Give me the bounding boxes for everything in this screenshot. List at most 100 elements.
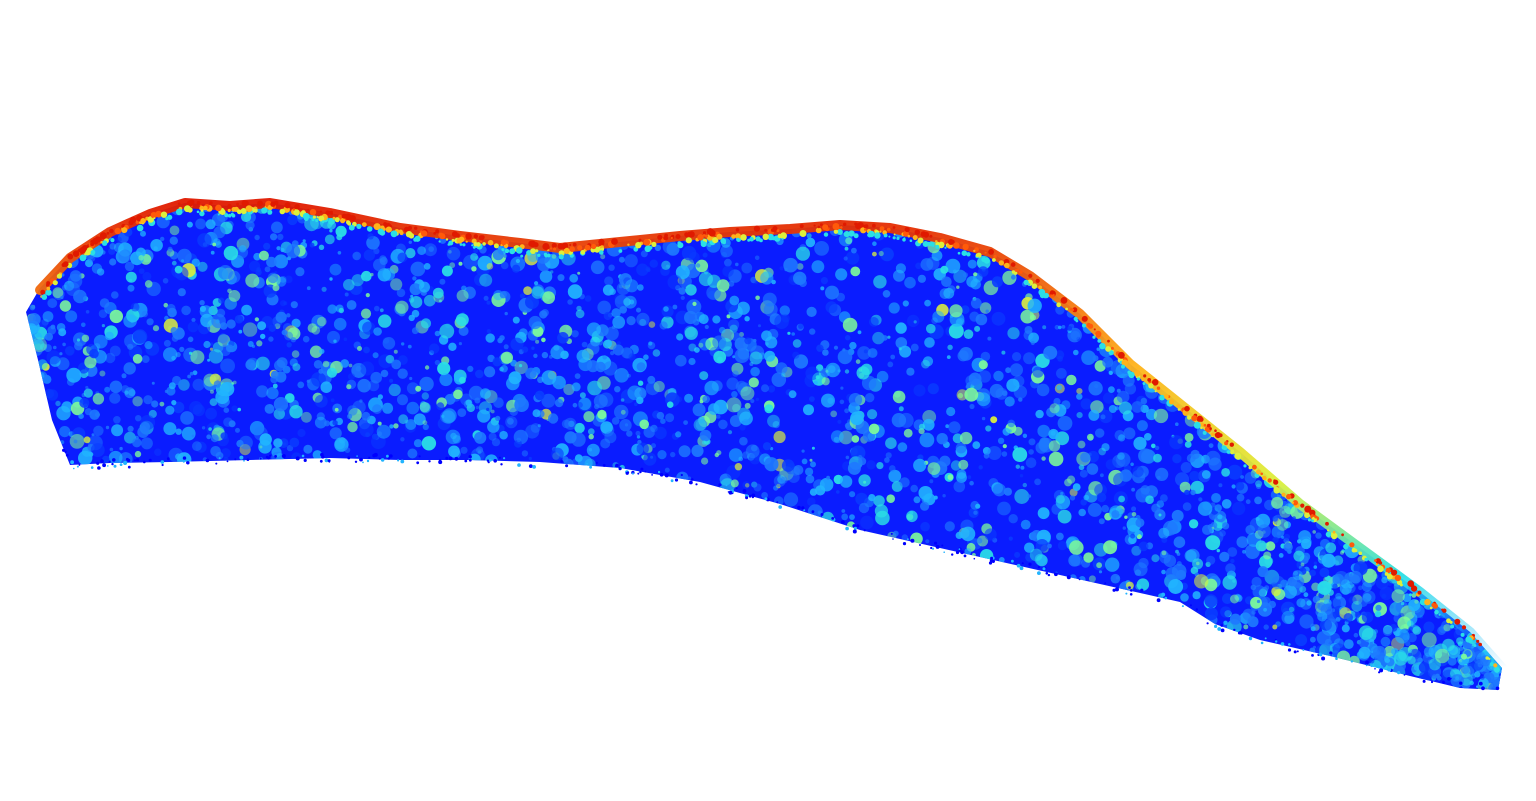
canopy-point	[90, 443, 105, 458]
canopy-point	[186, 221, 193, 228]
canopy-point	[475, 405, 479, 410]
canopy-point	[423, 294, 436, 307]
canopy-point	[1160, 494, 1168, 502]
outlier-point	[943, 551, 945, 553]
canopy-point	[256, 340, 263, 347]
outlier-point	[354, 460, 358, 463]
canopy-point	[1480, 675, 1485, 680]
crest-point	[663, 236, 668, 241]
canopy-point	[485, 333, 495, 343]
crest-point	[101, 240, 108, 246]
canopy-point	[38, 319, 48, 329]
crest-point	[284, 202, 291, 209]
canopy-point	[488, 253, 493, 258]
canopy-point	[1055, 494, 1065, 504]
canopy-point	[123, 362, 136, 375]
outlier-point	[1403, 674, 1406, 676]
canopy-point	[382, 337, 396, 350]
canopy-point	[1317, 602, 1326, 611]
canopy-point	[326, 367, 338, 378]
canopy-point	[947, 344, 953, 350]
outlier-point	[778, 505, 782, 509]
canopy-point	[225, 344, 234, 353]
canopy-point	[962, 272, 969, 278]
crest-point	[1206, 423, 1211, 428]
canopy-point	[955, 531, 963, 540]
canopy-point	[1264, 569, 1280, 585]
canopy-point	[659, 321, 668, 330]
canopy-point	[160, 236, 165, 242]
outlier-point	[517, 463, 521, 467]
canopy-point	[716, 450, 722, 456]
canopy-point	[1281, 601, 1296, 616]
canopy-point	[844, 369, 850, 374]
canopy-point	[346, 300, 357, 310]
canopy-point	[1078, 464, 1085, 471]
canopy-point	[751, 481, 758, 488]
canopy-point	[844, 408, 849, 414]
canopy-point	[303, 444, 313, 454]
canopy-point	[699, 429, 712, 442]
canopy-point	[892, 530, 899, 537]
crest-point	[319, 210, 322, 213]
canopy-point	[972, 441, 981, 449]
outlier-point	[1016, 563, 1021, 568]
canopy-point	[1281, 610, 1295, 625]
crest-point	[420, 230, 428, 237]
canopy-point	[320, 381, 333, 394]
canopy-point	[64, 280, 75, 291]
canopy-point	[1218, 483, 1223, 488]
crest-point	[1485, 656, 1489, 660]
canopy-point	[809, 458, 813, 462]
canopy-point	[286, 342, 292, 348]
crest-point	[907, 234, 911, 238]
crest-point	[1027, 283, 1031, 286]
canopy-point	[861, 375, 877, 391]
canopy-point	[599, 392, 614, 407]
crest-point	[1010, 262, 1016, 267]
crest-point	[1325, 531, 1332, 538]
canopy-point	[275, 453, 284, 461]
crest-point	[643, 238, 651, 246]
crest-point	[912, 235, 918, 241]
canopy-point	[1236, 536, 1249, 548]
outlier-point	[486, 459, 490, 462]
crest-point	[544, 254, 548, 258]
canopy-point	[762, 442, 772, 451]
canopy-point	[163, 339, 171, 347]
outlier-point	[1264, 637, 1267, 640]
canopy-point	[953, 269, 967, 283]
crest-point	[1230, 450, 1235, 455]
canopy-point	[271, 221, 283, 234]
canopy-point	[1138, 541, 1149, 552]
canopy-point	[407, 448, 418, 459]
canopy-point	[1256, 599, 1261, 604]
canopy-point	[978, 370, 991, 383]
canopy-point	[340, 359, 350, 368]
canopy-point	[873, 495, 885, 507]
outlier-point	[148, 458, 152, 462]
crest-point	[366, 226, 373, 232]
crest-point	[1156, 386, 1161, 390]
canopy-point	[127, 284, 135, 292]
crest-point	[487, 239, 494, 246]
outlier-point	[589, 465, 592, 469]
canopy-point	[731, 391, 738, 398]
canopy-point	[367, 233, 374, 240]
canopy-point	[557, 332, 569, 344]
canopy-point	[1066, 374, 1077, 386]
canopy-point	[960, 526, 976, 542]
canopy-point	[851, 247, 857, 254]
outlier-point	[632, 472, 634, 475]
canopy-point	[1048, 440, 1061, 452]
crest-point	[764, 228, 768, 232]
canopy-point	[192, 404, 205, 417]
canopy-point	[1029, 548, 1043, 562]
canopy-point	[26, 323, 38, 335]
canopy-point	[801, 458, 808, 465]
canopy-point	[408, 240, 412, 244]
crest-point	[1307, 518, 1312, 522]
outlier-point	[303, 458, 307, 462]
canopy-point	[1061, 325, 1066, 329]
